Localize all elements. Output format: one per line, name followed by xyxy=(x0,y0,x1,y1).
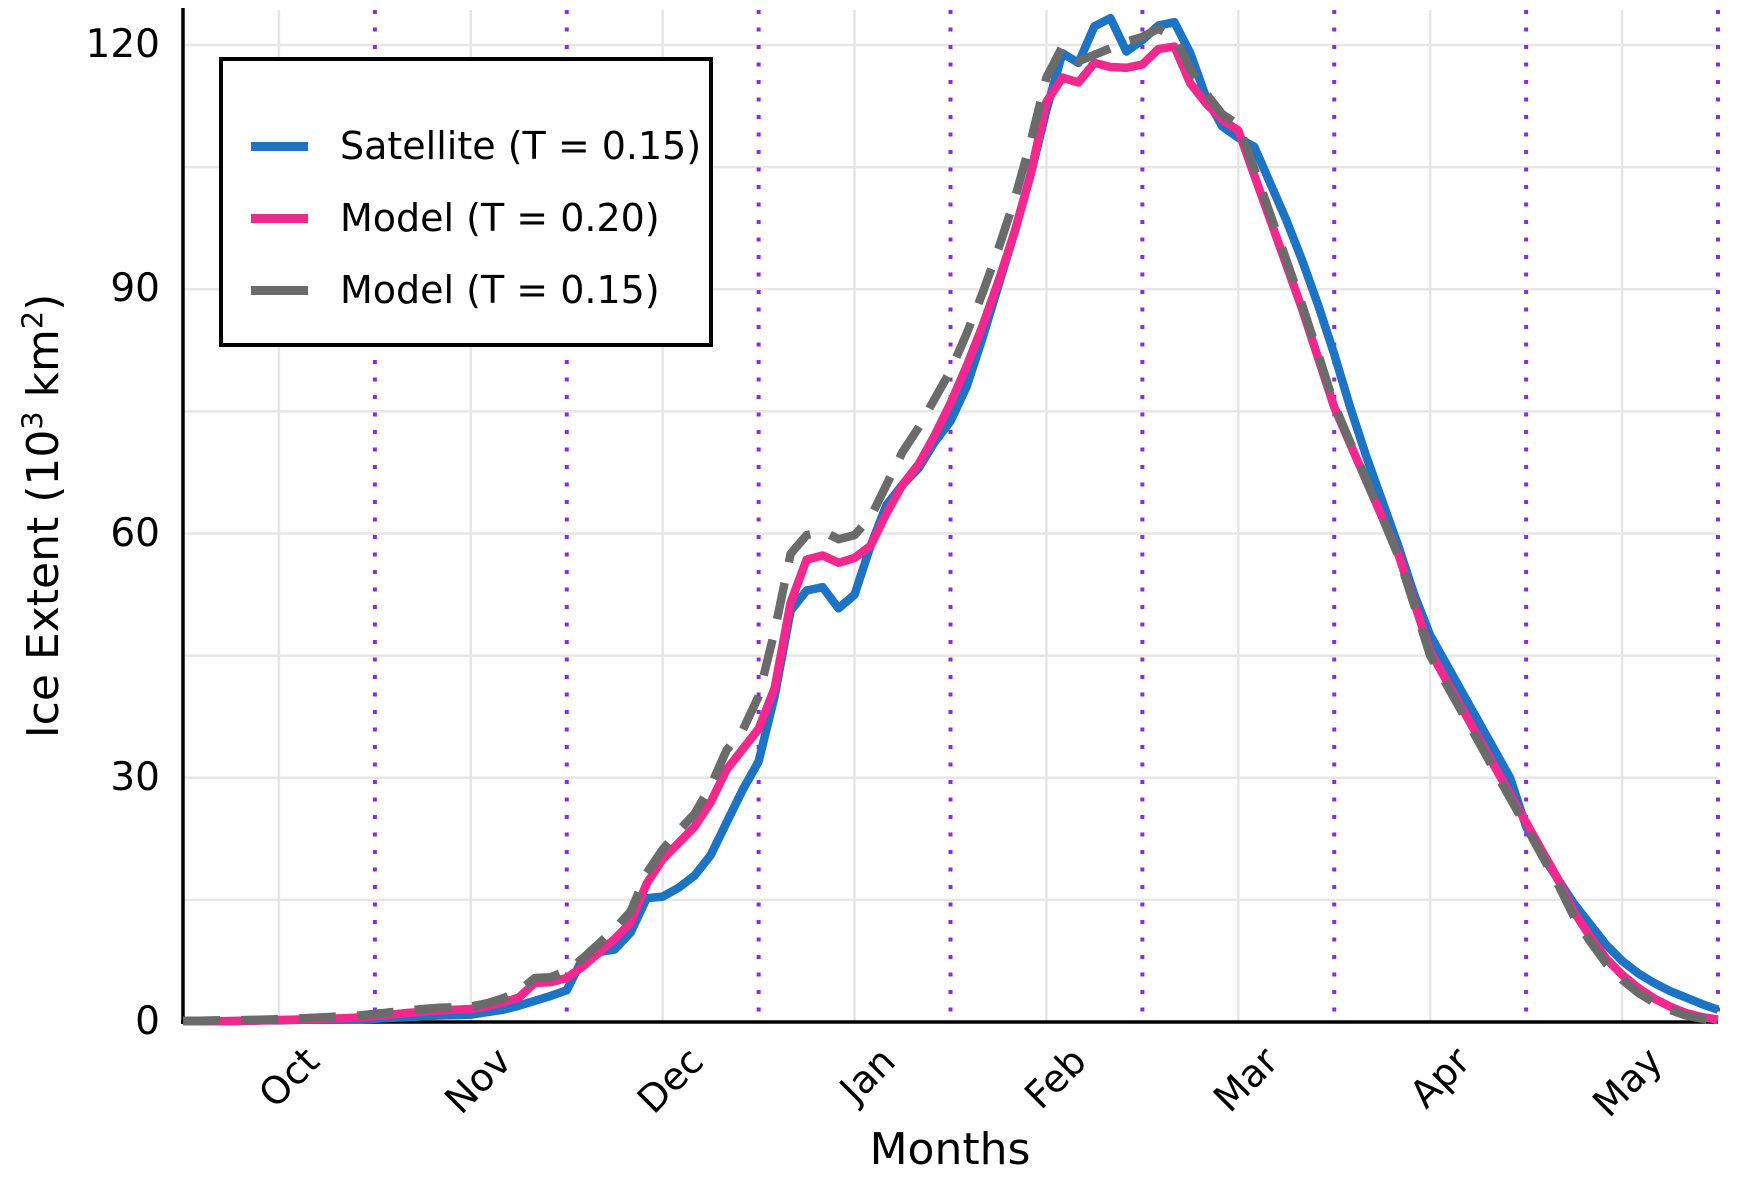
y-axis-title-sup-3: 3 xyxy=(15,411,50,430)
legend-row-model-015: Model (T = 0.15) xyxy=(223,260,709,320)
y-tick-90: 90 xyxy=(110,266,160,311)
legend-line-sample-pink xyxy=(251,213,308,223)
y-axis-title-text: ) xyxy=(18,293,69,311)
legend-line-sample-gray xyxy=(251,285,308,295)
y-axis-title-sup-2: 2 xyxy=(15,310,50,330)
legend-row-satellite: Satellite (T = 0.15) xyxy=(223,116,709,176)
legend-line-sample-blue xyxy=(251,141,308,151)
legend: Satellite (T = 0.15) Model (T = 0.20) Mo… xyxy=(219,57,713,347)
y-tick-120: 120 xyxy=(85,22,160,67)
y-axis-title-text: Ice Extent (10 xyxy=(18,429,69,739)
legend-label: Satellite (T = 0.15) xyxy=(340,124,702,168)
y-tick-30: 30 xyxy=(110,755,160,800)
y-tick-60: 60 xyxy=(110,511,160,556)
y-tick-0: 0 xyxy=(135,999,160,1044)
legend-row-model-020: Model (T = 0.20) xyxy=(223,188,709,248)
y-axis-title-text: km xyxy=(18,329,69,412)
x-axis-title: Months xyxy=(869,1124,1031,1175)
y-axis-title: Ice Extent (103 km2) xyxy=(15,216,69,816)
legend-label: Model (T = 0.15) xyxy=(340,268,660,312)
legend-label: Model (T = 0.20) xyxy=(340,196,660,240)
